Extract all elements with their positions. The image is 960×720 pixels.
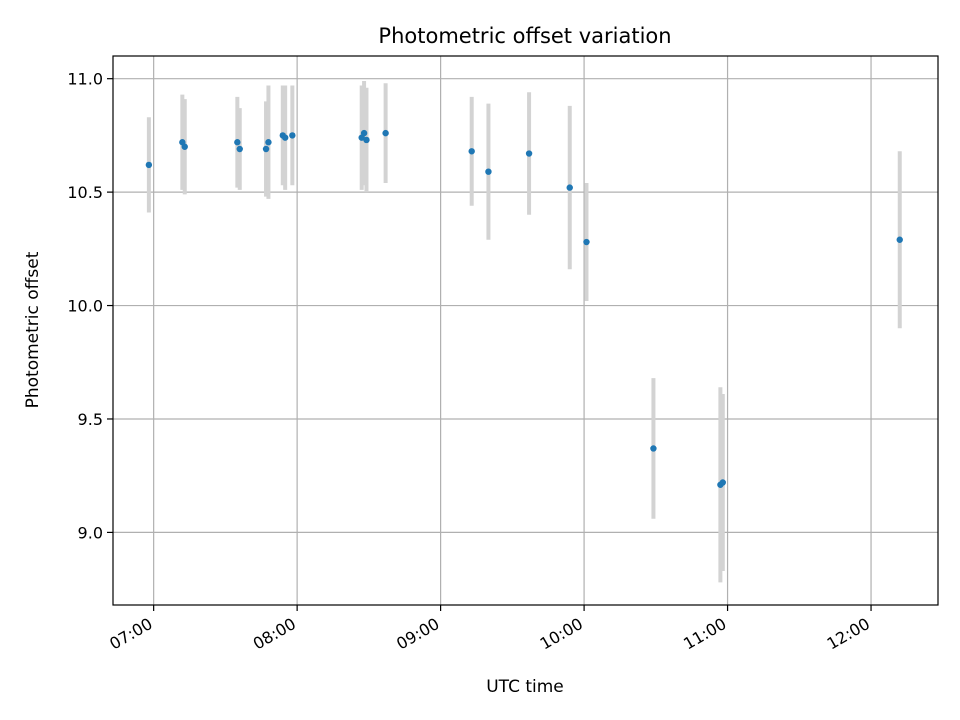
x-tick-label: 10:00: [537, 614, 586, 654]
y-axis-ticks: 9.0 9.5 10.0 10.5 11.0: [67, 70, 113, 542]
x-tick-label: 09:00: [393, 614, 442, 654]
y-tick-label: 9.5: [78, 410, 103, 429]
data-point: [719, 479, 726, 486]
data-point: [485, 168, 492, 175]
data-point: [265, 139, 272, 146]
data-point: [382, 129, 389, 137]
y-axis-label: Photometric offset: [23, 251, 43, 408]
y-tick-label: 11.0: [67, 70, 103, 89]
data-point: [363, 136, 370, 144]
chart-title: Photometric offset variation: [378, 24, 671, 48]
data-point: [262, 145, 270, 153]
x-axis-ticks: 07:00 08:00 09:00 10:00 11:00 12:00: [106, 605, 873, 654]
x-tick-label: 07:00: [106, 614, 155, 654]
error-bars: [146, 80, 902, 583]
data-point: [525, 150, 533, 157]
grid: [113, 56, 938, 605]
data-point: [583, 238, 590, 246]
data-point: [281, 134, 289, 141]
data-point: [360, 129, 368, 137]
y-tick-label: 9.0: [78, 523, 103, 542]
data-point: [181, 143, 188, 150]
data-point: [468, 148, 475, 155]
data-point: [145, 161, 153, 169]
data-point: [289, 132, 296, 139]
x-tick-label: 11:00: [680, 614, 729, 654]
plot-frame: [112, 55, 939, 606]
data-point: [234, 139, 241, 146]
x-tick-label: 12:00: [824, 614, 873, 654]
data-point: [236, 145, 243, 153]
data-points: [145, 129, 903, 488]
x-axis-label: UTC time: [486, 677, 564, 697]
y-tick-label: 10.5: [67, 183, 103, 202]
data-point: [896, 236, 903, 243]
data-point: [650, 445, 657, 452]
y-tick-label: 10.0: [67, 297, 103, 316]
x-tick-label: 08:00: [250, 614, 299, 654]
data-point: [566, 184, 573, 191]
